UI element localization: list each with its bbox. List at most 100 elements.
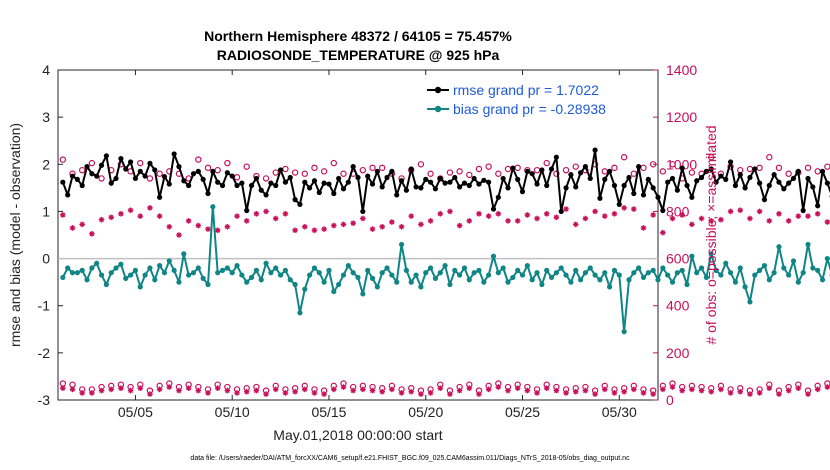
obs-assimilated-stroke (447, 209, 453, 214)
bias-point (447, 281, 453, 288)
obs-assimilated-stroke (282, 211, 288, 217)
obs-assimilated-point (263, 208, 269, 215)
rmse-point (655, 194, 661, 200)
obs-assimilated-stroke (99, 388, 104, 393)
obs-assimilated-low-point (766, 385, 773, 392)
obs-assimilated-stroke (224, 388, 230, 393)
obs-assimilated-low-point (282, 390, 289, 396)
obs-assimilated-point (737, 207, 744, 214)
obs-assimilated-stroke (399, 224, 404, 230)
obs-possible-point (446, 169, 454, 176)
rmse-point (423, 176, 429, 182)
bias-point (127, 272, 134, 278)
rmse-point (534, 181, 540, 187)
obs-assimilated-low-point (321, 391, 327, 397)
obs-assimilated-low-point (718, 386, 724, 393)
obs-possible-point (378, 164, 386, 172)
rmse-point (350, 164, 356, 170)
obs-assimilated-low-point (669, 384, 676, 390)
obs-assimilated-stroke (157, 386, 163, 392)
rmse-point (127, 159, 134, 165)
rmse-point (69, 173, 76, 179)
obs-assimilated-low-point (708, 388, 715, 395)
obs-assimilated-stroke (89, 231, 95, 237)
rmse-point (108, 180, 114, 186)
bias-point (539, 281, 545, 288)
obs-assimilated-stroke (815, 386, 821, 392)
bias-point (326, 267, 332, 273)
obs-assimilated-low-point (195, 387, 202, 394)
obs-assimilated-stroke (399, 390, 404, 396)
obs-assimilated-low-point (437, 385, 444, 392)
bias-point (669, 279, 676, 285)
rmse-point (384, 174, 390, 181)
obs-assimilated-low-point (185, 385, 192, 392)
obs-assimilated-point (495, 210, 502, 217)
obs-assimilated-stroke (747, 216, 753, 221)
bias-point (519, 272, 526, 278)
obs-assimilated-point (118, 210, 124, 217)
bias-point (282, 267, 289, 273)
obs-assimilated-low-point (108, 386, 115, 393)
bias-point (360, 291, 366, 297)
obs-assimilated-stroke (128, 207, 134, 213)
obs-possible-point (485, 163, 492, 170)
rmse-point (89, 171, 95, 177)
rmse-point (457, 184, 463, 190)
rmse-point (142, 173, 148, 179)
obs-assimilated-stroke (505, 218, 511, 224)
obs-assimilated-point (563, 206, 569, 212)
obs-assimilated-point (166, 223, 173, 230)
obs-assimilated-point (301, 223, 308, 230)
obs-assimilated-stroke (389, 219, 395, 225)
obs-assimilated-stroke (418, 221, 424, 227)
bias-point (190, 270, 197, 276)
obs-assimilated-low-point (379, 388, 385, 395)
bias-point (176, 279, 182, 285)
obs-assimilated-point (243, 218, 250, 224)
bias-point (157, 263, 163, 269)
bias-point (631, 270, 637, 276)
obs-assimilated-stroke (747, 391, 753, 397)
obs-possible-point (766, 154, 773, 161)
rmse-point (640, 192, 647, 198)
bias-point (810, 265, 816, 271)
bias-point (84, 277, 90, 283)
rmse-point (529, 171, 535, 177)
bias-point (423, 270, 429, 276)
obs-assimilated-low-point (137, 385, 144, 392)
y-axis-left-label: rmse and bias (model - observation) (7, 123, 23, 347)
bias-point (345, 263, 351, 269)
bias-point (752, 272, 758, 278)
obs-assimilated-point (456, 222, 463, 229)
obs-assimilated-point (437, 210, 444, 217)
obs-assimilated-low-point (224, 387, 231, 394)
obs-assimilated-point (660, 229, 666, 236)
obs-assimilated-point (466, 218, 473, 224)
y-right-tick-label: 400 (666, 298, 690, 314)
obs-assimilated-stroke (621, 389, 627, 395)
obs-assimilated-low-point (824, 384, 830, 390)
obs-assimilated-low-point (301, 386, 308, 393)
obs-assimilated-low-point (176, 387, 182, 394)
obs-assimilated-stroke (805, 391, 811, 397)
bias-point (171, 267, 177, 273)
bias-point (321, 279, 327, 285)
obs-assimilated-stroke (99, 217, 104, 223)
obs-assimilated-stroke (195, 388, 201, 393)
y-right-tick-label: 200 (666, 345, 690, 361)
rmse-point (292, 197, 298, 203)
obs-assimilated-low-point (369, 387, 376, 394)
obs-assimilated-point (427, 218, 434, 224)
rmse-series-line (61, 149, 830, 213)
bias-point (587, 265, 593, 271)
rmse-point (742, 185, 748, 191)
bias-point (679, 267, 685, 273)
obs-assimilated-stroke (244, 389, 250, 395)
obs-assimilated-stroke (147, 205, 153, 211)
obs-assimilated-low-point (621, 388, 627, 395)
obs-assimilated-stroke (176, 388, 182, 393)
obs-assimilated-stroke (312, 390, 317, 396)
obs-assimilated-stroke (486, 386, 492, 392)
rmse-point (60, 179, 66, 185)
